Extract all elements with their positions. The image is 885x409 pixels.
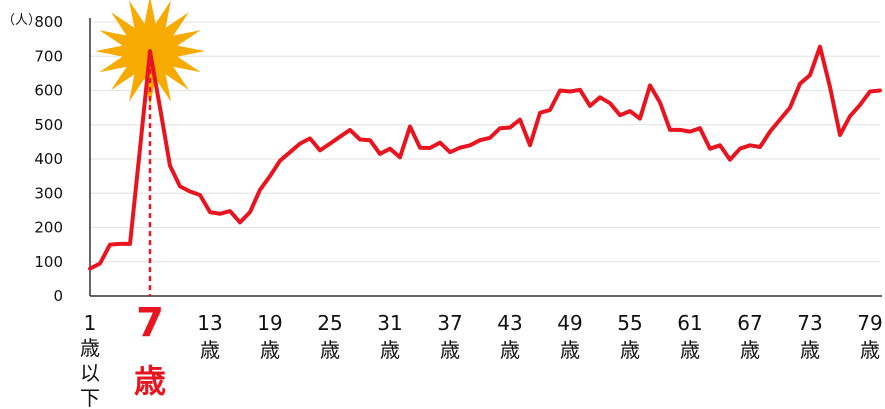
- y-axis-unit: （人）: [2, 13, 41, 28]
- y-tick-label: 100: [34, 253, 63, 271]
- x-tick-unit: 歳: [440, 338, 460, 362]
- x-tick-label: 25: [317, 311, 342, 335]
- y-tick-label: 500: [34, 116, 63, 134]
- x-axis-labels: 1 歳 以 下 7 歳 13 歳 19 歳 25 歳 31 歳 37 歳 43 歳 49 歳 55 歳 61 歳 6…: [80, 300, 883, 409]
- highlight-age-num: 7: [136, 300, 164, 346]
- x-label-first-char3: 下: [80, 386, 100, 409]
- x-tick-unit: 歳: [500, 338, 520, 362]
- x-tick-label: 55: [617, 311, 642, 335]
- y-tick-label: 400: [34, 150, 63, 168]
- x-tick-unit: 歳: [200, 338, 220, 362]
- x-tick-unit: 歳: [860, 338, 880, 362]
- y-axis-ticks: 0 100 200 300 400 500 600 700 800: [34, 13, 63, 305]
- x-tick-label: 43: [497, 311, 522, 335]
- x-tick-label: 13: [197, 311, 222, 335]
- x-tick-unit: 歳: [320, 338, 340, 362]
- x-tick-unit: 歳: [740, 338, 760, 362]
- x-tick-label: 67: [737, 311, 762, 335]
- x-tick-label: 73: [797, 311, 822, 335]
- x-tick-unit: 歳: [380, 338, 400, 362]
- y-tick-label: 0: [53, 287, 63, 305]
- x-label-first-char2: 以: [80, 361, 100, 385]
- x-tick-label: 49: [557, 311, 582, 335]
- y-tick-label: 200: [34, 219, 63, 237]
- x-tick-unit: 歳: [260, 338, 280, 362]
- y-tick-label: 700: [34, 47, 63, 65]
- x-label-first-char1: 歳: [80, 336, 100, 360]
- highlight-age-unit: 歳: [134, 362, 166, 400]
- x-tick-label: 37: [437, 311, 462, 335]
- x-tick-unit: 歳: [800, 338, 820, 362]
- x-tick-unit: 歳: [620, 338, 640, 362]
- x-label-first: 1 歳 以 下: [80, 311, 100, 409]
- x-tick-unit: 歳: [680, 338, 700, 362]
- y-tick-label: 300: [34, 184, 63, 202]
- x-tick-unit: 歳: [560, 338, 580, 362]
- y-tick-label: 600: [34, 82, 63, 100]
- x-label-first-num: 1: [84, 311, 97, 335]
- gridlines: [90, 21, 880, 263]
- x-tick-label: 79: [857, 311, 882, 335]
- y-tick-label: 800: [34, 13, 63, 31]
- x-tick-label: 61: [677, 311, 702, 335]
- x-label-highlight: 7 歳: [134, 300, 166, 400]
- x-tick-label: 19: [257, 311, 282, 335]
- x-tick-label: 31: [377, 311, 402, 335]
- series-line: [88, 44, 882, 271]
